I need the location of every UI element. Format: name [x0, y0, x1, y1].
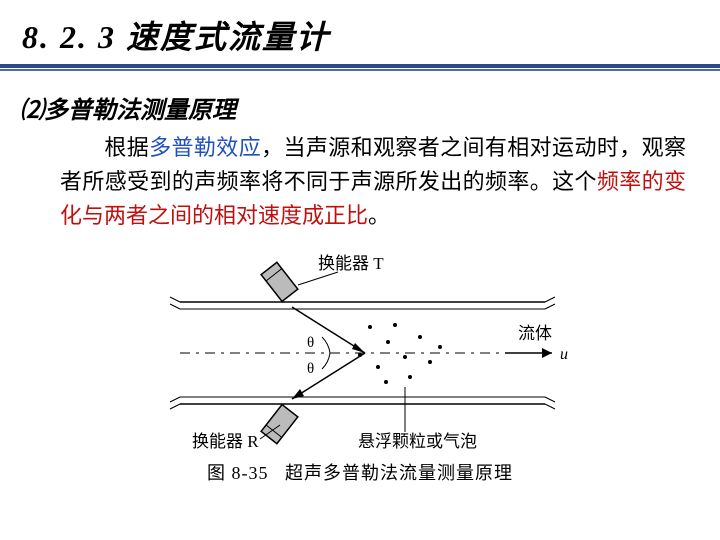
- caption-number: 8-35: [232, 463, 269, 483]
- text-seg-1: 根据: [104, 135, 149, 160]
- page-title: 8. 2. 3 速度式流量计: [22, 12, 720, 58]
- transducer-t-label: 换能器 T: [318, 254, 384, 273]
- figure-container: θ θ 换能器 T 流体 u 换能器 R 悬浮颗粒或气泡 图 8-35 超声多普…: [140, 247, 580, 485]
- theta-bottom-label: θ: [307, 361, 314, 377]
- doppler-diagram: θ θ 换能器 T 流体 u 换能器 R 悬浮颗粒或气泡: [140, 247, 580, 457]
- particles-label: 悬浮颗粒或气泡: [358, 432, 477, 451]
- body-paragraph: 根据多普勒效应，当声源和观察者之间有相对运动时，观察者所感受到的声频率将不同于声…: [60, 131, 686, 233]
- header-underline: [0, 62, 720, 72]
- text-highlight-blue: 多普勒效应: [149, 135, 261, 160]
- fluid-label: 流体: [518, 324, 552, 343]
- text-seg-3: 。: [368, 203, 390, 228]
- transducer-r-label: 换能器 R: [192, 432, 259, 451]
- caption-prefix: 图: [207, 463, 226, 483]
- theta-top-label: θ: [307, 335, 314, 351]
- velocity-label: u: [560, 346, 568, 363]
- section-heading: ⑵多普勒法测量原理: [20, 90, 720, 125]
- caption-text: 超声多普勒法流量测量原理: [285, 463, 513, 483]
- page-header: 8. 2. 3 速度式流量计: [0, 0, 720, 72]
- figure-caption: 图 8-35 超声多普勒法流量测量原理: [140, 459, 580, 485]
